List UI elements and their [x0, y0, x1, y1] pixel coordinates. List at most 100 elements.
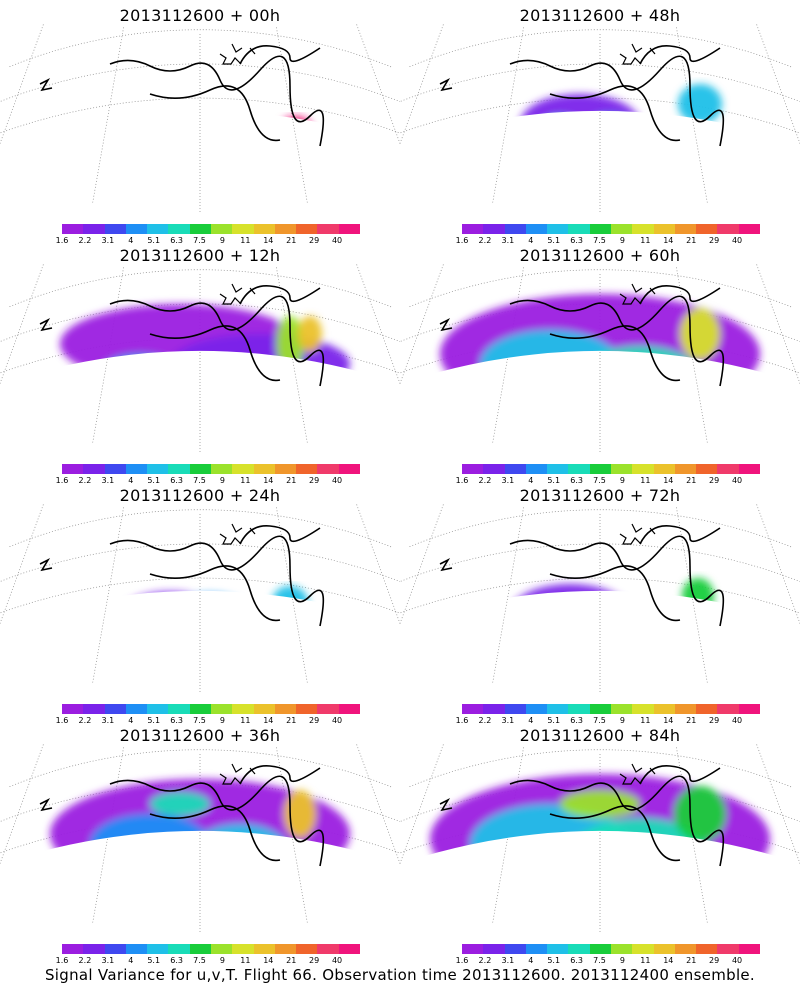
- colorbar: [62, 464, 360, 474]
- colorbar-swatch: [696, 704, 718, 714]
- variance-field: [60, 304, 350, 404]
- colorbar-swatch: [696, 464, 718, 474]
- colorbar-tick-label: 11: [240, 476, 251, 485]
- variance-contour: [190, 824, 290, 884]
- colorbar-tick-label: 9: [619, 476, 625, 485]
- colorbar-tick-label: 9: [619, 716, 625, 725]
- colorbar-tick-label: 2.2: [78, 716, 92, 725]
- colorbar-swatch: [317, 464, 339, 474]
- map-panel: 2013112600 + 36h 1.6 2.2 3.1 4 5.1 6.3 7.5 9 11 14…: [0, 722, 400, 965]
- colorbar-tick-label: 7.5: [593, 476, 606, 485]
- coastline: [39, 45, 325, 147]
- colorbar-swatch: [674, 944, 697, 954]
- colorbar-tick-label: 4: [128, 956, 134, 965]
- colorbar-swatch: [147, 944, 169, 954]
- colorbar-swatch: [632, 704, 654, 714]
- variance-field: [122, 586, 308, 636]
- colorbar-tick-label: 40: [731, 956, 743, 965]
- colorbar-swatch: [717, 704, 739, 714]
- colorbar-swatch: [653, 464, 675, 474]
- colorbar-swatch: [253, 224, 275, 234]
- variance-contour: [200, 364, 260, 404]
- panel-title: 2013112600 + 24h: [119, 486, 281, 505]
- map-panel: 2013112600 + 84h 1.6 2.2 3.1 4 5.1 6.3 7.5 9 11 14…: [400, 722, 800, 965]
- colorbar-swatch: [125, 224, 148, 234]
- colorbar-swatch: [317, 224, 339, 234]
- variance-contour: [560, 790, 640, 818]
- colorbar-tick-label: 40: [731, 716, 743, 725]
- colorbar-swatch: [168, 944, 190, 954]
- colorbar-tick-label: 1.6: [55, 476, 69, 485]
- colorbar-tick-label: 1.6: [55, 716, 69, 725]
- colorbar-tick-label: 1.6: [455, 716, 469, 725]
- colorbar-tick-label: 9: [619, 236, 625, 245]
- colorbar-tick-label: 29: [709, 476, 720, 485]
- colorbar-tick-label: 7.5: [193, 956, 206, 965]
- colorbar-swatch: [189, 224, 211, 234]
- colorbar-swatch: [738, 704, 760, 714]
- colorbar-swatch: [189, 704, 211, 714]
- variance-contour: [170, 594, 250, 634]
- panel-title: 2013112600 + 60h: [519, 246, 681, 265]
- colorbar-tick-label: 40: [331, 716, 343, 725]
- colorbar-tick-label: 1.6: [455, 476, 469, 485]
- colorbar-labels: 1.6 2.2 3.1 4 5.1 6.3 7.5 9 11 14 21 29 40: [448, 716, 778, 726]
- colorbar-swatch: [610, 464, 633, 474]
- colorbar-swatch: [504, 704, 526, 714]
- colorbar-tick-label: 1.6: [55, 956, 69, 965]
- colorbar-tick-label: 21: [286, 956, 297, 965]
- colorbar-tick-label: 14: [663, 716, 674, 725]
- coastline: [439, 45, 725, 147]
- colorbar-swatch: [62, 944, 84, 954]
- panel-title: 2013112600 + 48h: [519, 6, 681, 25]
- colorbar-tick-label: 40: [731, 476, 743, 485]
- colorbar-tick-label: 21: [686, 716, 697, 725]
- colorbar-swatch: [589, 224, 611, 234]
- colorbar-swatch: [547, 944, 569, 954]
- colorbar-tick-label: 9: [619, 956, 625, 965]
- figure-caption: Signal Variance for u,v,T. Flight 66. Ob…: [44, 966, 756, 984]
- colorbar-swatch: [274, 224, 297, 234]
- panel-title: 2013112600 + 84h: [519, 726, 681, 745]
- colorbar-tick-label: 11: [240, 716, 251, 725]
- variance-map: [0, 264, 400, 454]
- colorbar-tick-label: 3.1: [101, 956, 115, 965]
- colorbar-tick-label: 4: [528, 956, 534, 965]
- colorbar-swatch: [589, 464, 611, 474]
- map-panel: 2013112600 + 00h 1.6 2.2 3.1 4 5.1 6.3 7.5 9 11 14…: [0, 2, 400, 245]
- colorbar-tick-label: 29: [309, 476, 320, 485]
- colorbar: [462, 224, 760, 234]
- colorbar-swatch: [147, 224, 169, 234]
- colorbar-swatch: [589, 944, 611, 954]
- colorbar-swatch: [674, 224, 697, 234]
- colorbar: [462, 704, 760, 714]
- variance-contour: [122, 592, 218, 636]
- colorbar-swatch: [168, 224, 190, 234]
- colorbar-swatch: [632, 944, 654, 954]
- colorbar-swatch: [504, 944, 526, 954]
- colorbar-swatch: [547, 464, 569, 474]
- variance-contour: [510, 584, 630, 644]
- colorbar-swatch: [674, 704, 697, 714]
- colorbar-tick-label: 21: [286, 716, 297, 725]
- colorbar-swatch: [83, 224, 105, 234]
- colorbar-swatch: [296, 224, 318, 234]
- colorbar-swatch: [525, 944, 548, 954]
- colorbar-tick-label: 6.3: [570, 956, 583, 965]
- colorbar-swatch: [189, 944, 211, 954]
- colorbar-swatch: [653, 704, 675, 714]
- colorbar-tick-label: 21: [686, 476, 697, 485]
- colorbar-tick-label: 4: [528, 716, 534, 725]
- coastline-islands: [619, 763, 656, 785]
- colorbar-tick-label: 40: [731, 236, 743, 245]
- coastline-islands: [219, 43, 256, 65]
- colorbar-tick-label: 3.1: [101, 716, 115, 725]
- colorbar-tick-label: 9: [219, 476, 225, 485]
- colorbar-swatch: [104, 704, 126, 714]
- colorbar-tick-label: 6.3: [570, 236, 583, 245]
- map-panel: 2013112600 + 48h 1.6 2.2 3.1 4 5.1 6.3 7.5 9 11 14…: [400, 2, 800, 245]
- colorbar-swatch: [189, 464, 211, 474]
- colorbar-swatch: [483, 944, 505, 954]
- colorbar-swatch: [62, 464, 84, 474]
- colorbar-swatch: [462, 464, 484, 474]
